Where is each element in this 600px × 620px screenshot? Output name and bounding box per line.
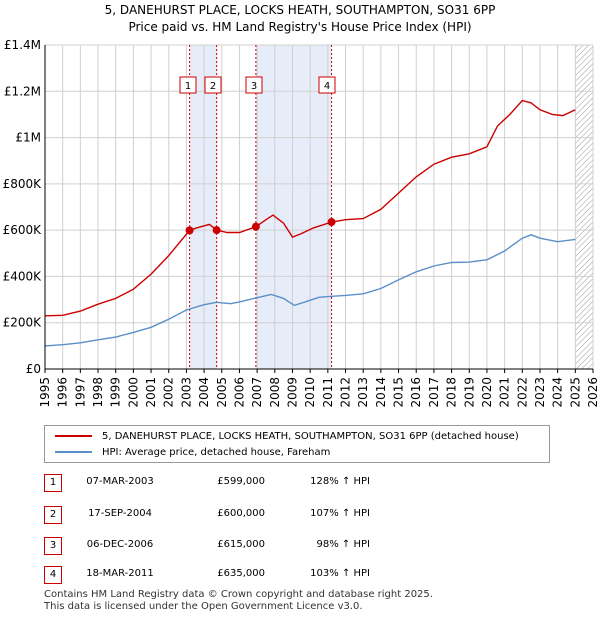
legend-label-hpi: HPI: Average price, detached house, Fare…	[102, 446, 331, 458]
table-row: 1 07-MAR-2003 £599,000 128% ↑ HPI	[0, 472, 600, 492]
sale-number-label: 4	[324, 81, 330, 92]
y-tick-label: £0	[26, 362, 41, 376]
x-tick-label: 2012	[339, 377, 353, 408]
x-tick-label: 2021	[498, 377, 512, 408]
x-tick-label: 2023	[533, 377, 547, 408]
x-tick-label: 1995	[38, 377, 52, 408]
row-hpi: 98% ↑ HPI	[316, 539, 370, 550]
title-line-1: 5, DANEHURST PLACE, LOCKS HEATH, SOUTHAM…	[104, 3, 496, 17]
x-tick-label: 2018	[445, 377, 459, 408]
x-tick-label: 2001	[144, 377, 158, 408]
x-tick-label: 2000	[126, 377, 140, 408]
x-tick-label: 2006	[232, 377, 246, 408]
sale-number-box	[204, 76, 222, 94]
row-hpi: 107% ↑ HPI	[310, 508, 370, 519]
sale-number-box	[318, 76, 336, 94]
x-tick-label: 2022	[515, 377, 529, 408]
footer-copyright: Contains HM Land Registry data © Crown c…	[44, 589, 433, 600]
x-tick-label: 2011	[321, 377, 335, 408]
row-hpi: 103% ↑ HPI	[310, 568, 370, 579]
x-tick-label: 2025	[568, 377, 582, 408]
table-row: 2 17-SEP-2004 £600,000 107% ↑ HPI	[0, 504, 600, 524]
sale-point	[185, 226, 194, 235]
table-row: 4 18-MAR-2011 £635,000 103% ↑ HPI	[0, 564, 600, 584]
x-tick-label: 2002	[162, 377, 176, 408]
x-tick-label: 2016	[409, 377, 423, 408]
x-tick-label: 2026	[586, 377, 600, 408]
legend-item-hpi: HPI: Average price, detached house, Fare…	[55, 444, 330, 460]
row-price: £615,000	[217, 539, 265, 550]
x-tick-label: 2003	[179, 377, 193, 408]
x-tick-label: 2013	[356, 377, 370, 408]
row-number-badge: 1	[44, 474, 62, 492]
row-price: £599,000	[217, 476, 265, 487]
shaded-range	[255, 45, 332, 369]
row-hpi: 128% ↑ HPI	[310, 476, 370, 487]
y-tick-label: £800K	[3, 177, 43, 191]
row-number-badge: 4	[44, 566, 62, 584]
x-tick-label: 2024	[551, 377, 565, 408]
sale-number-box	[245, 76, 263, 94]
y-tick-label: £200K	[3, 316, 43, 330]
forecast-hatch	[575, 45, 593, 369]
x-tick-label: 2008	[268, 377, 282, 408]
sale-point	[327, 218, 336, 227]
x-tick-label: 1996	[56, 377, 70, 408]
row-date: 18-MAR-2011	[86, 568, 154, 579]
chart-title: 5, DANEHURST PLACE, LOCKS HEATH, SOUTHAM…	[0, 2, 600, 36]
row-number-badge: 2	[44, 506, 62, 524]
x-tick-label: 2009	[285, 377, 299, 408]
y-tick-label: £1.2M	[4, 84, 41, 98]
y-tick-label: £600K	[3, 223, 43, 237]
shaded-range	[189, 45, 217, 369]
legend-item-property: 5, DANEHURST PLACE, LOCKS HEATH, SOUTHAM…	[55, 428, 519, 444]
x-tick-label: 1997	[73, 377, 87, 408]
y-tick-label: £400K	[3, 269, 43, 283]
x-tick-label: 1999	[109, 377, 123, 408]
legend-label-property: 5, DANEHURST PLACE, LOCKS HEATH, SOUTHAM…	[102, 430, 519, 442]
y-tick-label: £1M	[15, 131, 41, 145]
x-tick-label: 2010	[303, 377, 317, 408]
x-tick-label: 2007	[250, 377, 264, 408]
x-tick-label: 2015	[392, 377, 406, 408]
property-price-line	[44, 99, 576, 317]
legend-swatch-hpi	[55, 451, 92, 453]
sale-point	[212, 226, 221, 235]
y-tick-label: £1.4M	[4, 38, 41, 52]
price-chart: 1 2 3 4 £0 £200K £400K £600K £800K £1M £1.2M £1.4M…	[3, 38, 600, 408]
x-tick-label: 2020	[480, 377, 494, 408]
sale-point	[251, 222, 260, 231]
x-tick-label: 2019	[462, 377, 476, 408]
row-date: 07-MAR-2003	[86, 476, 154, 487]
footer: Contains HM Land Registry data © Crown c…	[44, 589, 433, 613]
x-tick-label: 2004	[197, 377, 211, 408]
footer-licence: This data is licensed under the Open Gov…	[44, 601, 363, 612]
sale-number-label: 1	[185, 81, 191, 92]
hpi-line	[44, 234, 576, 347]
x-tick-label: 2014	[374, 377, 388, 408]
legend-swatch-property	[55, 435, 92, 437]
title-line-2: Price paid vs. HM Land Registry's House …	[128, 20, 472, 34]
sale-number-label: 2	[210, 81, 216, 92]
row-date: 17-SEP-2004	[88, 508, 152, 519]
row-number-badge: 3	[44, 537, 62, 555]
table-row: 3 06-DEC-2006 £615,000 98% ↑ HPI	[0, 535, 600, 555]
sale-number-label: 3	[251, 81, 257, 92]
legend: 5, DANEHURST PLACE, LOCKS HEATH, SOUTHAM…	[44, 425, 550, 463]
row-date: 06-DEC-2006	[86, 539, 154, 550]
row-price: £600,000	[217, 508, 265, 519]
x-tick-label: 2017	[427, 377, 441, 408]
sale-number-box	[179, 76, 197, 94]
row-price: £635,000	[217, 568, 265, 579]
x-tick-label: 2005	[215, 377, 229, 408]
x-tick-label: 1998	[91, 377, 105, 408]
